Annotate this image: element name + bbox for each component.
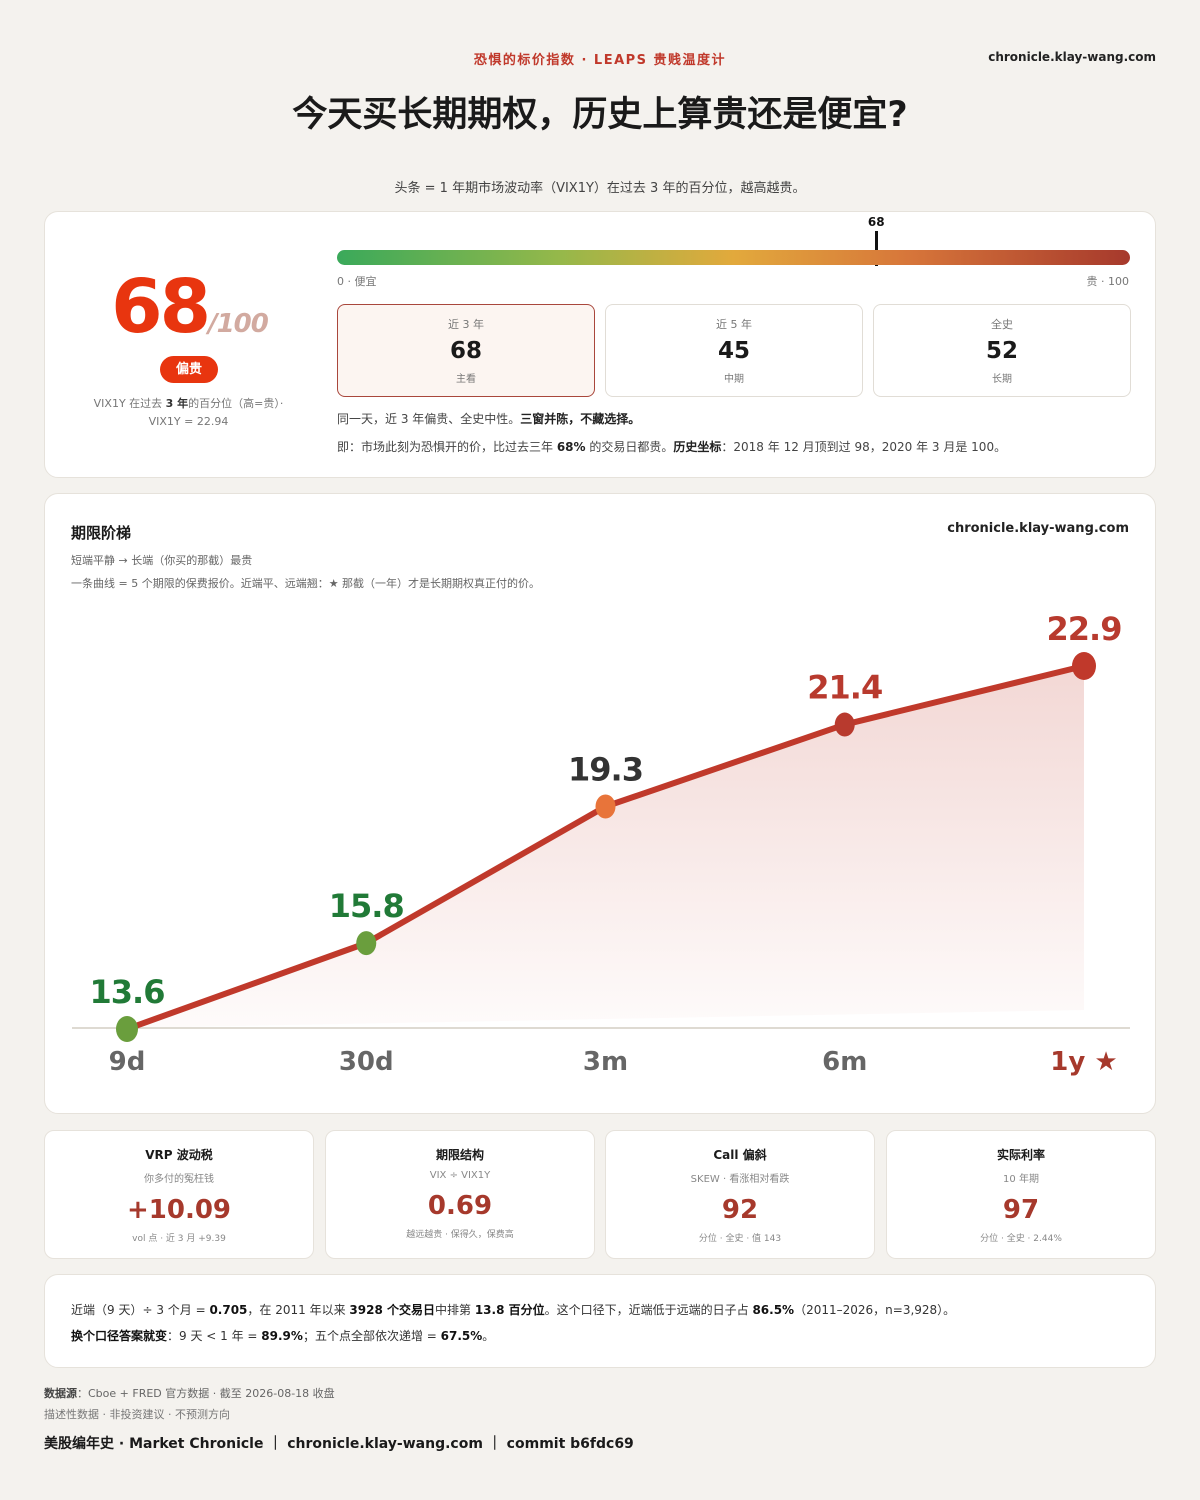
footer-brand: 美股编年史 · Market Chronicle ｜ chronicle.kla… bbox=[44, 1433, 634, 1453]
window-title: 全史 bbox=[874, 316, 1130, 332]
caption-text-2: 的百分位（高=贵）· bbox=[188, 397, 283, 410]
note-bold: 68% bbox=[557, 440, 586, 454]
note-text: 。这个口径下，近端低于远端的日子占 bbox=[545, 1303, 753, 1317]
stat-foot: vol 点 · 近 3 月 +9.39 bbox=[45, 1231, 313, 1244]
note-text: ，在 2011 年以来 bbox=[247, 1303, 349, 1317]
window-value: 52 bbox=[874, 338, 1130, 364]
data-point bbox=[835, 713, 855, 737]
note-bold: 67.5% bbox=[441, 1329, 483, 1343]
stat-sub: SKEW · 看涨相对看跌 bbox=[606, 1170, 874, 1185]
note-bold: 历史坐标 bbox=[673, 440, 721, 454]
x-tick-label: 6m bbox=[822, 1047, 867, 1077]
window-sub: 主看 bbox=[338, 370, 594, 385]
note-text: ：2018 年 12 月顶到过 98，2020 年 3 月是 100。 bbox=[721, 440, 1006, 454]
data-label: 21.4 bbox=[807, 669, 882, 707]
gauge-right-label: 贵 · 100 bbox=[1087, 273, 1130, 289]
stat-card-real-rate: 实际利率 10 年期 97 分位 · 全史 · 2.44% bbox=[886, 1130, 1156, 1259]
note-text: 的交易日都贵。 bbox=[586, 440, 674, 454]
note-text: 同一天，近 3 年偏贵、全史中性。 bbox=[337, 412, 520, 426]
stat-sub: VIX ÷ VIX1Y bbox=[326, 1170, 594, 1181]
stat-card-skew: Call 偏斜 SKEW · 看涨相对看跌 92 分位 · 全史 · 值 143 bbox=[605, 1130, 875, 1259]
stat-value: 92 bbox=[606, 1195, 874, 1225]
data-label: 19.3 bbox=[568, 751, 643, 789]
note-text: （2011–2026，n=3,928）。 bbox=[794, 1303, 955, 1317]
window-title: 近 3 年 bbox=[338, 316, 594, 332]
stat-foot: 越远越贵 · 保得久，保费高 bbox=[326, 1227, 594, 1240]
stat-card-term: 期限结构 VIX ÷ VIX1Y 0.69 越远越贵 · 保得久，保费高 bbox=[325, 1130, 595, 1259]
data-source: 数据源：Cboe + FRED 官方数据 · 截至 2026-08-18 收盘 bbox=[44, 1385, 335, 1401]
x-tick-label: 30d bbox=[339, 1047, 394, 1077]
note-text: 近端（9 天）÷ 3 个月 = bbox=[71, 1303, 209, 1317]
gauge-left-label: 0 · 便宜 bbox=[337, 273, 377, 289]
caption-bold: 3 年 bbox=[166, 397, 188, 410]
term-structure-card: 期限阶梯 chronicle.klay-wang.com 短端平静 → 长端（你… bbox=[44, 493, 1156, 1114]
window-value: 45 bbox=[606, 338, 862, 364]
stat-card-vrp: VRP 波动税 你多付的冤枉钱 +10.09 vol 点 · 近 3 月 +9.… bbox=[44, 1130, 314, 1259]
windows-note: 同一天，近 3 年偏贵、全史中性。三窗并陈，不藏选择。 bbox=[337, 410, 640, 427]
score-display: 68/100 bbox=[107, 264, 272, 350]
caption-vix-value: VIX1Y = 22.94 bbox=[149, 415, 229, 428]
x-tick-label: 3m bbox=[583, 1047, 628, 1077]
note-bold: 89.9% bbox=[261, 1329, 303, 1343]
data-point bbox=[596, 795, 616, 819]
page-title: 今天买长期期权，历史上算贵还是便宜? bbox=[0, 86, 1200, 137]
stat-foot: 分位 · 全史 · 2.44% bbox=[887, 1231, 1155, 1244]
stat-value: +10.09 bbox=[45, 1195, 313, 1225]
gauge-bar bbox=[337, 250, 1130, 265]
note-bold: 3928 个交易日 bbox=[349, 1303, 435, 1317]
score-value: 68 bbox=[111, 264, 208, 350]
window-sub: 长期 bbox=[874, 370, 1130, 385]
data-label: 15.8 bbox=[329, 887, 404, 925]
stat-sub: 10 年期 bbox=[887, 1170, 1155, 1185]
data-point bbox=[356, 931, 376, 955]
ratio-note-line-1: 近端（9 天）÷ 3 个月 = 0.705，在 2011 年以来 3928 个交… bbox=[71, 1301, 955, 1318]
window-all[interactable]: 全史 52 长期 bbox=[873, 304, 1131, 397]
note-bold: 86.5% bbox=[752, 1303, 794, 1317]
window-title: 近 5 年 bbox=[606, 316, 862, 332]
note-text: 即：市场此刻为恐惧开的价，比过去三年 bbox=[337, 440, 557, 454]
note-bold: 13.8 百分位 bbox=[475, 1303, 545, 1317]
x-tick-label: 1y ★ bbox=[1050, 1047, 1117, 1077]
score-denominator: /100 bbox=[208, 309, 268, 339]
note-text: ；五个点全部依次递增 = bbox=[303, 1329, 441, 1343]
window-3y[interactable]: 近 3 年 68 主看 bbox=[337, 304, 595, 397]
stat-foot: 分位 · 全史 · 值 143 bbox=[606, 1231, 874, 1244]
score-caption: VIX1Y 在过去 3 年的百分位（高=贵）· VIX1Y = 22.94 bbox=[77, 395, 300, 431]
stat-title: VRP 波动税 bbox=[45, 1146, 313, 1163]
stat-value: 0.69 bbox=[326, 1191, 594, 1221]
term-structure-chart: 13.6 9d 15.8 30d 19.3 3m 21.4 6m 22.9 1y ★ bbox=[45, 494, 1157, 1115]
stat-sub: 你多付的冤枉钱 bbox=[45, 1170, 313, 1185]
source-text: ：Cboe + FRED 官方数据 · 截至 2026-08-18 收盘 bbox=[77, 1387, 335, 1400]
site-link[interactable]: chronicle.klay-wang.com bbox=[988, 50, 1156, 64]
note-text: 。 bbox=[482, 1329, 494, 1343]
lede: 头条 = 1 年期市场波动率（VIX1Y）在过去 3 年的百分位，越高越贵。 bbox=[0, 177, 1200, 196]
gauge-card: 68/100 偏贵 VIX1Y 在过去 3 年的百分位（高=贵）· VIX1Y … bbox=[44, 211, 1156, 478]
window-value: 68 bbox=[338, 338, 594, 364]
data-label: 13.6 bbox=[90, 973, 165, 1011]
stat-value: 97 bbox=[887, 1195, 1155, 1225]
data-label: 22.9 bbox=[1047, 610, 1122, 648]
x-tick-label: 9d bbox=[109, 1047, 146, 1077]
stat-title: Call 偏斜 bbox=[606, 1146, 874, 1163]
data-point bbox=[1072, 652, 1096, 680]
window-sub: 中期 bbox=[606, 370, 862, 385]
note-text: ：9 天 < 1 年 = bbox=[167, 1329, 261, 1343]
note-text: 中排第 bbox=[435, 1303, 475, 1317]
data-point bbox=[116, 1016, 138, 1042]
note-bold: 三窗并陈，不藏选择。 bbox=[520, 412, 640, 426]
window-5y[interactable]: 近 5 年 45 中期 bbox=[605, 304, 863, 397]
caption-text: VIX1Y 在过去 bbox=[94, 397, 166, 410]
status-badge: 偏贵 bbox=[160, 356, 218, 383]
ratio-note-card: 近端（9 天）÷ 3 个月 = 0.705，在 2011 年以来 3928 个交… bbox=[44, 1274, 1156, 1368]
note-bold: 0.705 bbox=[209, 1303, 247, 1317]
stat-title: 期限结构 bbox=[326, 1146, 594, 1163]
stat-title: 实际利率 bbox=[887, 1146, 1155, 1163]
ratio-note-line-2: 换个口径答案就变：9 天 < 1 年 = 89.9%；五个点全部依次递增 = 6… bbox=[71, 1327, 494, 1344]
gauge-marker-label: 68 bbox=[856, 215, 896, 229]
disclaimer: 描述性数据 · 非投资建议 · 不预测方向 bbox=[44, 1406, 230, 1422]
source-label: 数据源 bbox=[44, 1387, 77, 1400]
note-bold: 换个口径答案就变 bbox=[71, 1329, 167, 1343]
history-note: 即：市场此刻为恐惧开的价，比过去三年 68% 的交易日都贵。历史坐标：2018 … bbox=[337, 438, 1006, 455]
